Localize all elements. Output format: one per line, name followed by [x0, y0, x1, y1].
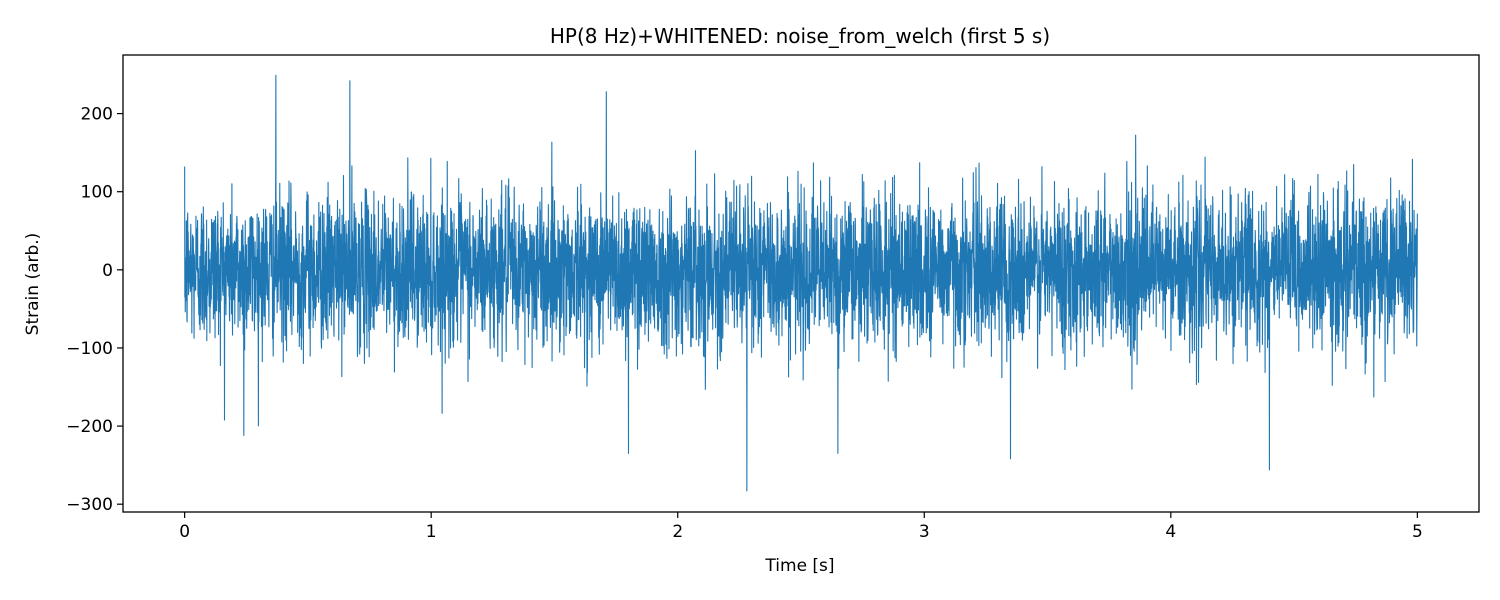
x-axis-label: Time [s]: [764, 556, 834, 576]
series-line-strain: [184, 74, 1418, 492]
y-tick-label: 100: [81, 183, 113, 203]
x-tick-label: 2: [672, 522, 683, 542]
y-tick-label: 200: [81, 105, 113, 125]
y-tick-label: −200: [66, 417, 113, 437]
y-axis-label: Strain (arb.): [23, 233, 43, 336]
y-tick-label: −300: [66, 495, 113, 515]
x-tick-label: 5: [1412, 522, 1423, 542]
x-tick-label: 3: [919, 522, 930, 542]
x-tick-label: 0: [179, 522, 190, 542]
chart-title: HP(8 Hz)+WHITENED: noise_from_welch (fir…: [550, 24, 1050, 48]
y-tick-label: −100: [66, 339, 113, 359]
x-tick-label: 1: [426, 522, 437, 542]
tick-layer: 0 1 2 3 4 5 −300 −200 −100 0 100 200: [66, 105, 1422, 542]
x-tick-label: 4: [1165, 522, 1176, 542]
axes-frame: [122, 54, 1480, 513]
y-tick-label: 0: [102, 261, 113, 281]
plot-area: [184, 74, 1418, 492]
